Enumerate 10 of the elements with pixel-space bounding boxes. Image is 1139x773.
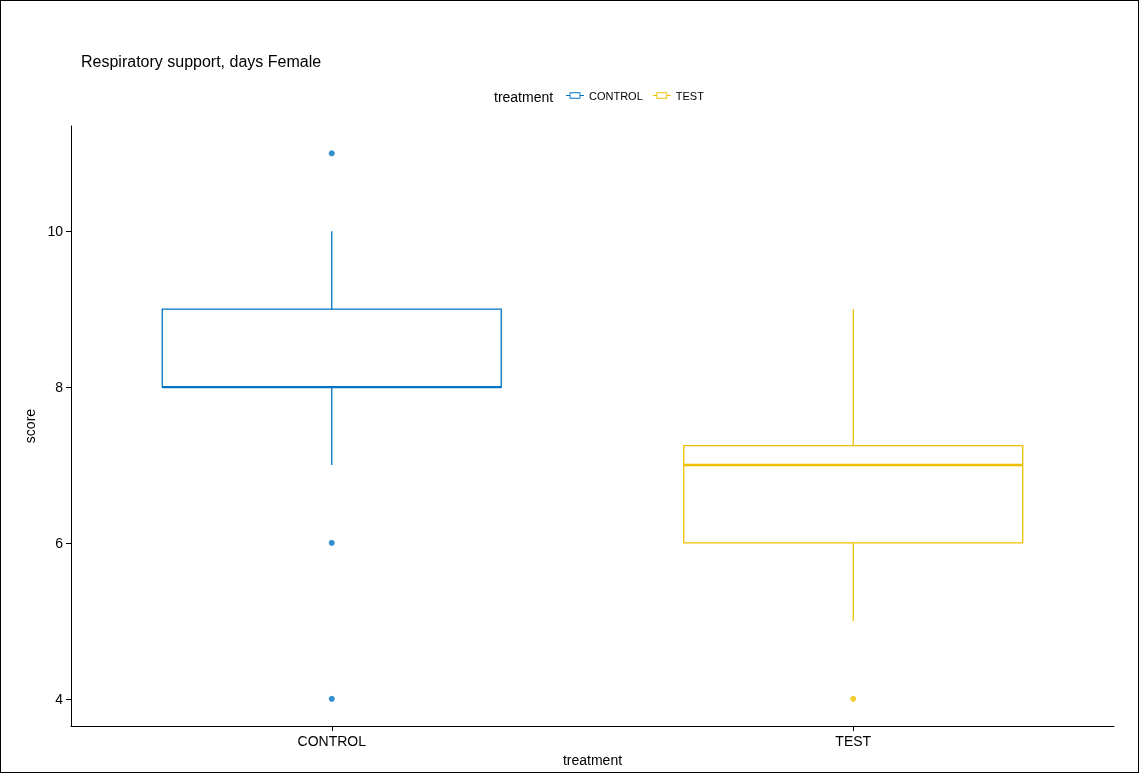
y-tick-label: 4 — [55, 690, 64, 707]
chart-title: Respiratory support, days Female — [81, 52, 322, 70]
legend-label: CONTROL — [589, 89, 643, 102]
y-tick-label: 10 — [47, 223, 64, 240]
y-tick-label: 8 — [55, 379, 64, 396]
y-axis-title: score — [21, 408, 38, 444]
legend-title: treatment — [494, 89, 554, 105]
legend-label: TEST — [675, 89, 705, 102]
y-tick-label: 6 — [55, 534, 64, 551]
x-axis-title: treatment — [562, 752, 623, 768]
